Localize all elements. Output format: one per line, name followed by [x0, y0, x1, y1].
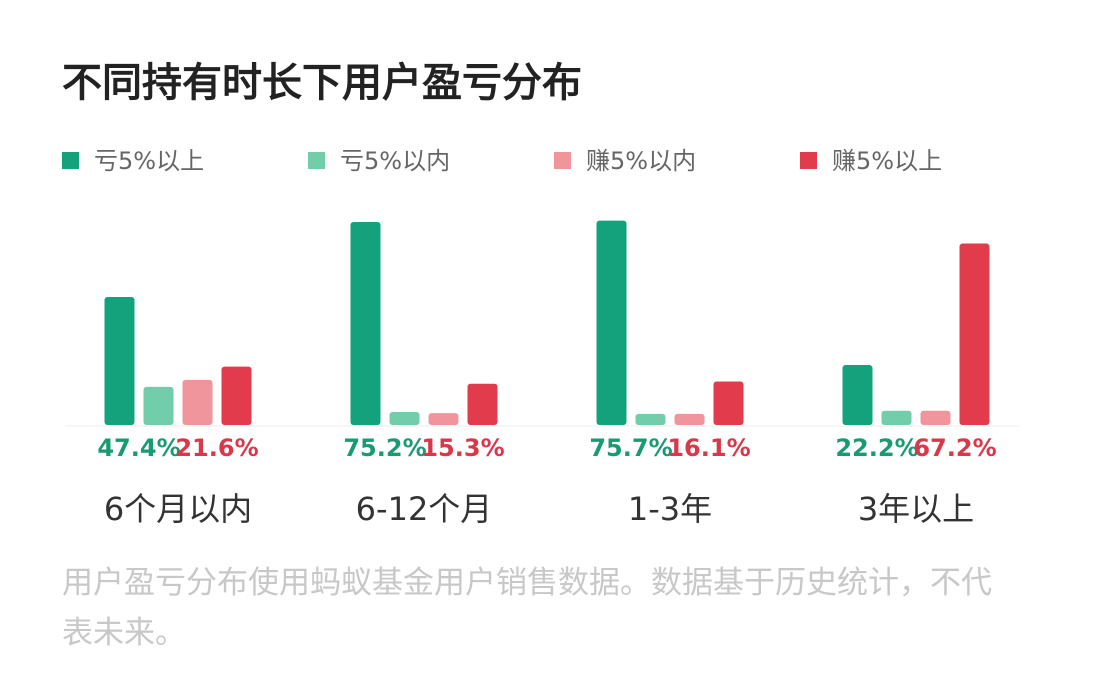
bar [428, 413, 459, 425]
bar [842, 365, 873, 425]
value-label: 67.2% [913, 434, 996, 462]
x-tick-label: 6-12个月 [356, 490, 493, 528]
x-tick-label: 1-3年 [628, 490, 712, 528]
x-tick-label: 6个月以内 [104, 490, 252, 528]
bar [182, 379, 213, 425]
bar [350, 221, 381, 425]
legend-swatch [800, 152, 817, 169]
bar [104, 297, 135, 425]
bar [674, 413, 705, 425]
value-label: 21.6% [175, 434, 258, 462]
value-label: 22.2% [835, 434, 918, 462]
legend-swatch [554, 152, 571, 169]
value-label: 15.3% [421, 434, 504, 462]
bar [596, 220, 627, 425]
bar [635, 413, 666, 425]
bar [143, 386, 174, 425]
bar [467, 383, 498, 425]
chart-title: 不同持有时长下用户盈亏分布 [62, 60, 582, 106]
legend-swatch [62, 152, 79, 169]
bar [713, 381, 744, 425]
value-label: 47.4% [97, 434, 180, 462]
bar [959, 243, 990, 425]
footnote: 用户盈亏分布使用蚂蚁基金用户销售数据。数据基于历史统计，不代表未来。 [62, 565, 992, 651]
legend-swatch [308, 152, 325, 169]
value-label: 16.1% [667, 434, 750, 462]
value-label: 75.7% [589, 434, 672, 462]
legend-label: 亏5%以内 [340, 147, 450, 175]
bar [221, 366, 252, 425]
bar [920, 410, 951, 425]
bar [881, 410, 912, 425]
legend-label: 赚5%以上 [832, 147, 942, 175]
x-tick-label: 3年以上 [858, 490, 974, 528]
value-label: 75.2% [343, 434, 426, 462]
legend-label: 亏5%以上 [94, 147, 204, 175]
legend-label: 赚5%以内 [586, 147, 696, 175]
bar [389, 412, 420, 425]
